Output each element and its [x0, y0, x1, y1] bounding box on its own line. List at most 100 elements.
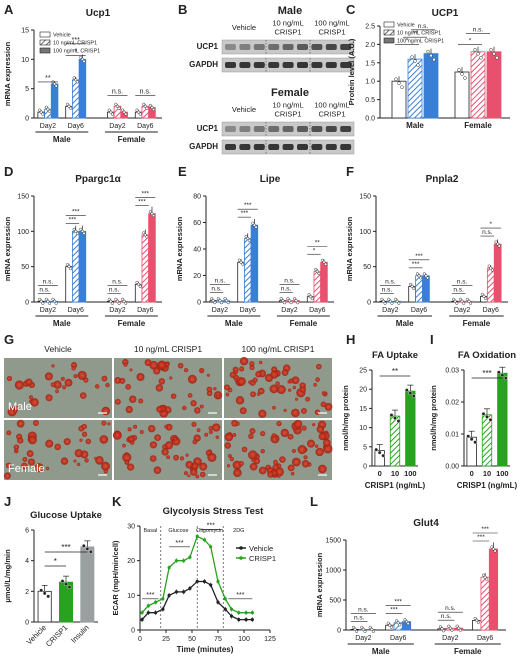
- data-point: [417, 274, 421, 278]
- lipid-droplet: [224, 432, 234, 442]
- x-tick-label: 25: [162, 636, 170, 643]
- lipid-droplet: [153, 466, 162, 475]
- lipid-droplet: [297, 445, 307, 455]
- sig-label: n.s.: [445, 605, 456, 612]
- y-tick-label: 0.5: [365, 97, 375, 104]
- blot-male-title: Male: [278, 5, 302, 17]
- y-tick-label: 0: [25, 116, 29, 123]
- data-point: [452, 297, 456, 301]
- lipid-droplet: [280, 428, 289, 438]
- blot-band: [225, 62, 236, 68]
- phase-label: 2DG: [233, 528, 244, 534]
- x-tick-label: Day6: [68, 307, 84, 314]
- y-tick-label: 0: [197, 300, 201, 307]
- sig-label: ***: [146, 592, 154, 599]
- data-point: [424, 274, 428, 278]
- data-point: [438, 625, 442, 629]
- x-tick-label: Day6: [309, 307, 325, 314]
- blot-band: [297, 144, 308, 150]
- data-point: [397, 81, 401, 85]
- micro-column-label: 10 ng/mL CRISP1: [134, 344, 202, 354]
- lipid-droplet: [233, 468, 242, 478]
- y-tick-label: 0: [131, 628, 135, 635]
- micro-column-label: Vehicle: [44, 344, 72, 354]
- data-point: [88, 549, 93, 554]
- legend-label: 100 ng/mL CRISP1: [397, 39, 444, 45]
- lipid-droplet: [185, 453, 189, 457]
- blot-band: [297, 62, 308, 68]
- y-tick-label: 60: [193, 220, 201, 227]
- data-point: [38, 108, 42, 112]
- data-point: [457, 626, 461, 630]
- data-point: [500, 373, 505, 378]
- data-point: [394, 77, 398, 81]
- data-point: [213, 301, 217, 305]
- lipid-droplet: [249, 361, 255, 367]
- blot-band: [325, 44, 337, 50]
- blot-band: [253, 62, 265, 68]
- data-point: [237, 258, 242, 262]
- lipid-droplet: [216, 394, 221, 399]
- lipid-droplet: [138, 398, 144, 404]
- lipid-droplet: [157, 360, 167, 370]
- data-point: [415, 272, 419, 276]
- data-point: [281, 299, 285, 303]
- lipid-droplet: [226, 464, 231, 468]
- lipid-droplet: [275, 381, 280, 386]
- data-point: [360, 625, 364, 629]
- data-point: [458, 297, 463, 301]
- sig-label: *: [54, 557, 57, 566]
- lipid-droplet: [291, 376, 300, 385]
- x-tick-label: 10: [483, 469, 491, 478]
- data-point: [74, 78, 78, 82]
- sig-label: ***: [481, 526, 489, 533]
- blot-band: [311, 126, 323, 132]
- y-tick-label: 500: [329, 598, 341, 605]
- blot-column-label: 10 ng/mL: [272, 101, 303, 110]
- panel-label-a: A: [4, 2, 14, 17]
- data-point: [447, 624, 451, 628]
- blot-band: [268, 144, 280, 150]
- y-tick-label: 6: [25, 528, 29, 535]
- data-point: [107, 297, 111, 301]
- legend-swatch: [39, 39, 51, 46]
- lipid-droplet: [267, 471, 274, 478]
- data-point: [363, 629, 367, 633]
- lipid-droplet: [287, 464, 295, 472]
- lipid-droplet: [269, 384, 279, 394]
- y-tick-label: 20: [359, 387, 367, 394]
- data-point: [494, 240, 498, 244]
- y-tick-label: 0: [363, 464, 367, 471]
- data-point: [54, 301, 58, 305]
- blot-band: [297, 126, 308, 132]
- group-label: Male: [53, 319, 71, 328]
- data-point: [396, 419, 401, 423]
- lipid-droplet: [60, 376, 65, 381]
- legend-label: CRISP1: [249, 554, 276, 563]
- blot-column-label: Vehicle: [232, 105, 256, 114]
- lipid-droplet: [318, 432, 327, 441]
- data-point: [150, 105, 154, 109]
- bar: [250, 224, 259, 303]
- data-point: [145, 106, 149, 110]
- sig-label: n.s.: [358, 606, 369, 613]
- lipid-droplet: [260, 448, 265, 454]
- y-tick-label: 15: [21, 28, 29, 35]
- data-point: [458, 628, 462, 632]
- data-point: [67, 104, 71, 108]
- data-point: [408, 391, 413, 396]
- bar: [486, 267, 495, 303]
- lipid-droplet: [208, 426, 213, 431]
- x-tick-label: 0: [378, 469, 382, 478]
- lipid-droplet: [149, 455, 157, 462]
- lipid-droplet: [206, 390, 213, 397]
- data-point: [39, 588, 44, 593]
- data-point: [479, 56, 483, 60]
- bar: [50, 83, 59, 119]
- data-point: [485, 577, 489, 581]
- blot-column-label: CRISP1: [274, 110, 301, 119]
- y-tick-label: 4: [25, 558, 29, 565]
- data-point: [400, 85, 404, 89]
- blot-band: [239, 44, 251, 50]
- lipid-droplet: [224, 384, 230, 391]
